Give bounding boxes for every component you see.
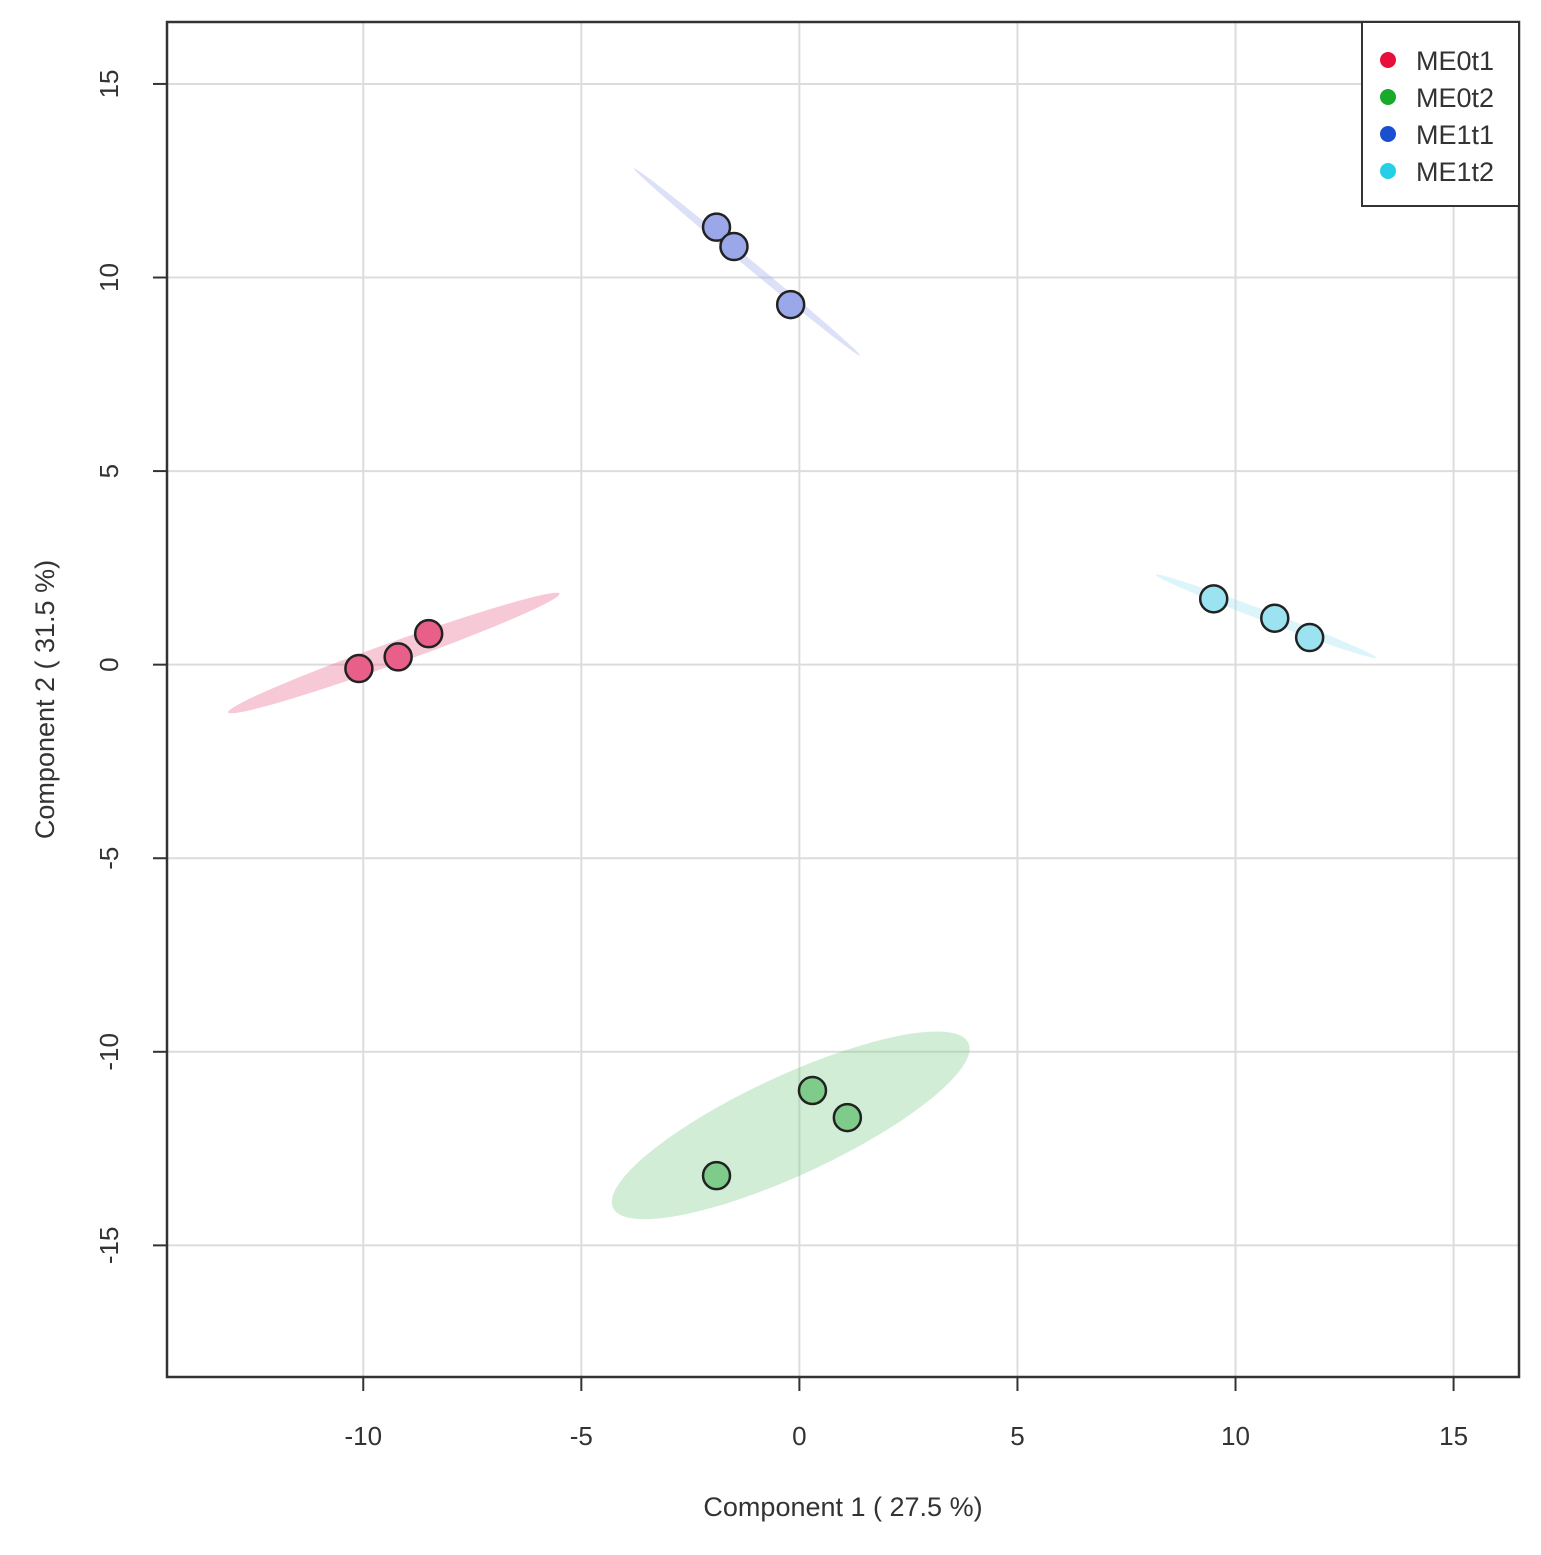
point-me0t1 (413, 618, 444, 649)
point-me1t2 (1294, 622, 1325, 653)
y-tick-label: 10 (94, 263, 124, 292)
x-tick-label: 0 (792, 1421, 806, 1451)
point-me1t1 (701, 212, 732, 242)
point-me0t2 (797, 1075, 828, 1106)
legend-marker-me1t1 (1380, 126, 1396, 142)
y-tick-label: -10 (94, 1033, 124, 1071)
grid-lines (167, 22, 1519, 1377)
legend: ME0t1 ME0t2 ME1t1 ME1t2 (1361, 21, 1520, 207)
point-me0t1 (383, 642, 413, 672)
x-tick-label: 10 (1221, 1421, 1250, 1451)
legend-label-me0t2: ME0t2 (1416, 83, 1494, 113)
legend-label-me0t1: ME0t1 (1416, 46, 1494, 76)
y-tick-label: 15 (94, 69, 124, 98)
point-me1t1 (719, 231, 749, 262)
x-tick-label: -5 (570, 1421, 593, 1451)
x-tick-label: 15 (1439, 1421, 1468, 1451)
point-me0t2 (701, 1160, 732, 1191)
x-tick-label: -10 (344, 1421, 382, 1451)
y-tick-label: 5 (94, 464, 124, 478)
legend-label-me1t1: ME1t1 (1416, 120, 1494, 150)
axis-ticks: -10 -5 0 5 10 15 -15 -10 -5 0 5 10 15 (94, 69, 1468, 1451)
x-tick-label: 5 (1010, 1421, 1024, 1451)
legend-marker-me0t2 (1380, 89, 1396, 105)
y-tick-label: -5 (94, 847, 124, 870)
y-tick-label: 0 (94, 657, 124, 671)
x-axis-title: Component 1 ( 27.5 %) (703, 1492, 982, 1522)
legend-marker-me1t2 (1380, 163, 1396, 179)
point-me0t2 (832, 1102, 863, 1133)
point-me1t2 (1198, 584, 1229, 614)
point-me0t1 (344, 653, 374, 684)
legend-marker-me0t1 (1380, 52, 1396, 68)
point-me1t1 (775, 289, 806, 320)
plot-frame (165, 20, 1521, 1379)
point-me1t2 (1260, 603, 1290, 633)
ellipse-me0t2 (611, 1031, 970, 1220)
y-tick-label: -15 (94, 1227, 124, 1265)
legend-label-me1t2: ME1t2 (1416, 157, 1494, 187)
y-axis-title: Component 2 ( 31.5 %) (30, 560, 60, 839)
data-points (344, 212, 1325, 1191)
